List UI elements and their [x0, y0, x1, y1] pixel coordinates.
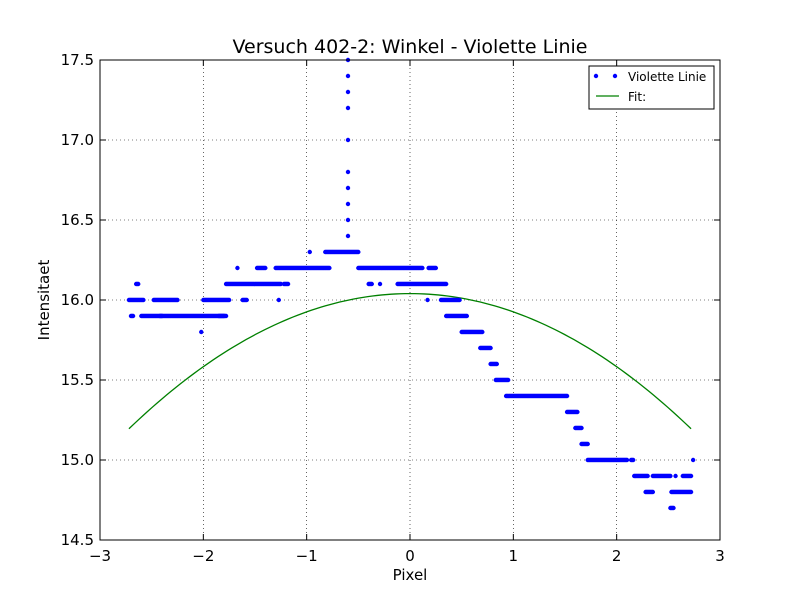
data-point	[480, 329, 485, 335]
x-axis-label: Pixel	[393, 566, 428, 584]
y-tick-label: 15.0	[61, 451, 94, 469]
data-point	[673, 473, 678, 479]
legend-marker-dot	[593, 73, 599, 79]
data-point	[276, 297, 281, 303]
x-tick-label: 0	[405, 547, 415, 565]
data-point	[494, 361, 499, 367]
data-point	[345, 105, 351, 111]
x-tick-label: 1	[509, 547, 519, 565]
y-tick-label: 17.5	[61, 51, 94, 69]
data-point	[688, 473, 694, 479]
data-point	[645, 473, 650, 479]
data-point	[136, 281, 141, 287]
legend: Violette Linie Fit:	[588, 65, 715, 110]
data-point	[575, 409, 580, 415]
data-point	[223, 313, 229, 319]
data-point	[579, 425, 584, 431]
y-tick-label: 17.0	[61, 131, 94, 149]
data-point	[345, 217, 351, 223]
y-tick-label: 14.5	[61, 531, 94, 549]
fit-layer	[128, 292, 692, 430]
data-point	[564, 393, 570, 399]
data-point	[345, 137, 351, 143]
data-point	[624, 457, 630, 463]
data-point	[244, 297, 249, 303]
data-point	[278, 281, 284, 287]
legend-marker-dot	[612, 73, 618, 79]
data-point	[345, 73, 351, 79]
data-point	[443, 281, 449, 287]
x-tick-label: 2	[612, 547, 622, 565]
data-point	[671, 505, 676, 511]
data-point	[668, 473, 673, 479]
data-point	[377, 281, 383, 287]
data-point	[457, 297, 462, 303]
x-tick-label: −3	[89, 547, 111, 565]
grid	[100, 60, 720, 540]
data-point	[345, 201, 351, 207]
legend-label-fit: Fit:	[628, 90, 646, 104]
data-point	[425, 297, 430, 303]
data-point	[356, 249, 361, 255]
data-point	[585, 441, 590, 447]
points-layer	[126, 57, 696, 511]
y-axis-label: Intensitaet	[35, 260, 53, 341]
data-point	[345, 169, 351, 175]
fit-curve	[128, 292, 692, 430]
data-point	[345, 185, 351, 191]
data-point	[650, 489, 656, 495]
data-point	[505, 377, 511, 383]
x-tick-label: −1	[296, 547, 318, 565]
data-point	[175, 297, 180, 303]
data-point	[235, 265, 240, 271]
data-point	[141, 297, 146, 303]
data-point	[345, 233, 351, 239]
data-point	[345, 89, 351, 95]
data-point	[488, 345, 493, 351]
data-point	[420, 265, 425, 271]
y-tick-label: 15.5	[61, 371, 94, 389]
data-point	[285, 281, 291, 287]
data-point	[263, 265, 268, 271]
data-point	[130, 313, 136, 319]
axis-ticks: −3 −2 −1 0 1 2 3 14.5 15.0 15.5 16.0 16.5 17.0 17.5	[61, 51, 725, 565]
data-point	[631, 457, 636, 463]
chart-title: Versuch 402-2: Winkel - Violette Linie	[232, 36, 587, 58]
data-point	[369, 281, 374, 287]
y-tick-label: 16.0	[61, 291, 94, 309]
x-tick-label: −2	[192, 547, 214, 565]
data-point	[433, 265, 439, 271]
y-tick-label: 16.5	[61, 211, 94, 229]
legend-label-violette-linie: Violette Linie	[628, 70, 706, 84]
data-point	[688, 489, 694, 495]
data-point	[464, 313, 470, 319]
data-point	[226, 297, 232, 303]
data-point	[327, 265, 332, 271]
data-point	[199, 329, 204, 335]
legend-box	[588, 65, 715, 110]
x-tick-label: 3	[715, 547, 725, 565]
data-point	[307, 249, 312, 255]
data-point	[690, 457, 696, 463]
